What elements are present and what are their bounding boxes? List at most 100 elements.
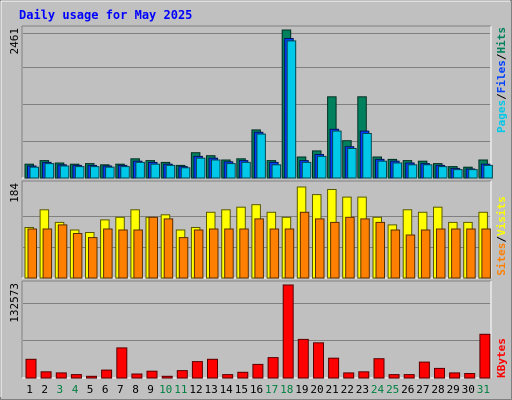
bar-pages-day-8 [135, 161, 145, 179]
bar-kbytes-day-6 [101, 369, 113, 379]
panel-visits-sites: 184 [8, 180, 492, 279]
bar-pages-day-17 [271, 164, 282, 179]
bar-kbytes-day-16 [252, 363, 264, 379]
x-tick-label-26: 26 [401, 383, 414, 396]
bar-kbytes-day-12 [191, 361, 203, 379]
x-tick-label-18: 18 [280, 383, 293, 396]
bar-kbytes-day-2 [40, 371, 52, 379]
x-tick-label-22: 22 [341, 383, 354, 396]
bar-pages-day-31 [483, 164, 493, 179]
bar-kbytes-day-17 [267, 357, 279, 379]
bar-kbytes-day-10 [161, 375, 173, 379]
bar-sites-day-7 [118, 229, 128, 279]
bar-sites-day-31 [481, 228, 491, 279]
x-tick-label-12: 12 [189, 383, 202, 396]
bar-kbytes-day-13 [207, 358, 218, 379]
panel-kbytes: 132573 [8, 280, 492, 379]
bar-kbytes-day-4 [70, 374, 82, 379]
x-tick-label-31: 31 [477, 383, 490, 396]
x-tick-label-2: 2 [41, 383, 48, 396]
bar-kbytes-day-18 [282, 284, 294, 379]
bar-sites-day-29 [451, 228, 461, 279]
x-tick-label-30: 30 [462, 383, 475, 396]
x-tick-label-19: 19 [295, 383, 308, 396]
bar-sites-day-25 [390, 229, 401, 279]
bar-sites-day-27 [420, 229, 431, 279]
legend-kbytes: KBytes [495, 338, 508, 378]
bar-pages-day-13 [211, 159, 221, 179]
legend-files: Files [495, 60, 508, 93]
bar-pages-day-29 [453, 169, 463, 179]
bar-sites-day-8 [133, 229, 143, 279]
legend-hits: Hits [495, 27, 508, 54]
bar-kbytes-day-28 [434, 367, 445, 379]
bar-kbytes-day-8 [131, 373, 143, 379]
bar-kbytes-day-5 [86, 375, 97, 379]
bar-pages-day-7 [120, 166, 130, 179]
bar-kbytes-day-14 [222, 374, 234, 379]
bar-sites-day-9 [148, 216, 158, 279]
x-tick-label-27: 27 [416, 383, 429, 396]
bar-sites-day-18 [284, 228, 295, 279]
x-tick-label-28: 28 [431, 383, 444, 396]
bar-sites-day-26 [405, 234, 416, 279]
bar-kbytes-day-29 [449, 372, 461, 379]
bar-sites-day-10 [163, 218, 174, 279]
x-tick-label-17: 17 [265, 383, 278, 396]
bar-sites-day-3 [57, 224, 68, 279]
bar-sites-day-13 [209, 228, 219, 279]
bar-sites-day-20 [315, 218, 325, 279]
bar-kbytes-day-9 [146, 370, 158, 379]
bar-pages-day-12 [195, 157, 206, 179]
legend-pages: Pages [495, 100, 508, 133]
bar-pages-day-6 [105, 166, 115, 179]
bar-sites-day-28 [436, 228, 446, 279]
bar-sites-day-1 [27, 228, 37, 279]
bars-kbytes [25, 284, 491, 379]
x-tick-label-1: 1 [26, 383, 33, 396]
legend-panel1: Pages/Files/Hits [495, 27, 508, 133]
y-max-label: 132573 [8, 283, 21, 323]
bars-visits-sites [24, 186, 491, 279]
panel-hits-files-pages: 2461 [8, 25, 493, 179]
bar-sites-day-23 [360, 218, 370, 279]
bar-sites-day-5 [88, 237, 98, 279]
bar-sites-day-21 [330, 221, 340, 279]
bar-kbytes-day-11 [176, 370, 188, 379]
bar-pages-day-28 [438, 166, 448, 179]
bar-sites-day-2 [42, 228, 53, 279]
bar-pages-day-16 [256, 133, 266, 179]
y-max-label: 2461 [8, 28, 21, 55]
bar-pages-day-10 [165, 164, 176, 179]
bar-sites-day-12 [193, 229, 204, 279]
x-tick-label-14: 14 [220, 383, 234, 396]
legend-sep: / [495, 93, 508, 100]
y-max-label: 184 [8, 183, 21, 203]
bar-kbytes-day-22 [343, 372, 355, 379]
bar-sites-day-4 [72, 233, 83, 279]
bar-pages-day-27 [422, 164, 433, 179]
legend-panel3: KBytes [495, 338, 508, 378]
bar-kbytes-day-30 [464, 373, 476, 379]
bar-sites-day-15 [239, 228, 249, 279]
x-tick-label-10: 10 [159, 383, 172, 396]
x-tick-label-11: 11 [174, 383, 187, 396]
bar-kbytes-day-19 [297, 338, 309, 379]
x-tick-label-15: 15 [235, 383, 248, 396]
bar-pages-day-15 [241, 161, 251, 179]
bar-sites-day-6 [103, 228, 113, 279]
x-tick-label-5: 5 [87, 383, 94, 396]
bar-kbytes-day-31 [479, 333, 491, 379]
bar-kbytes-day-3 [55, 372, 67, 379]
x-tick-label-21: 21 [325, 383, 338, 396]
bar-kbytes-day-15 [237, 371, 249, 379]
bar-pages-day-4 [74, 166, 85, 179]
bar-pages-day-1 [29, 166, 39, 179]
bar-sites-day-24 [375, 221, 385, 279]
bar-sites-day-30 [466, 228, 476, 279]
x-tick-label-25: 25 [386, 383, 399, 396]
bar-pages-day-23 [362, 133, 372, 179]
bar-sites-day-14 [224, 228, 234, 279]
bar-kbytes-day-26 [403, 374, 415, 379]
